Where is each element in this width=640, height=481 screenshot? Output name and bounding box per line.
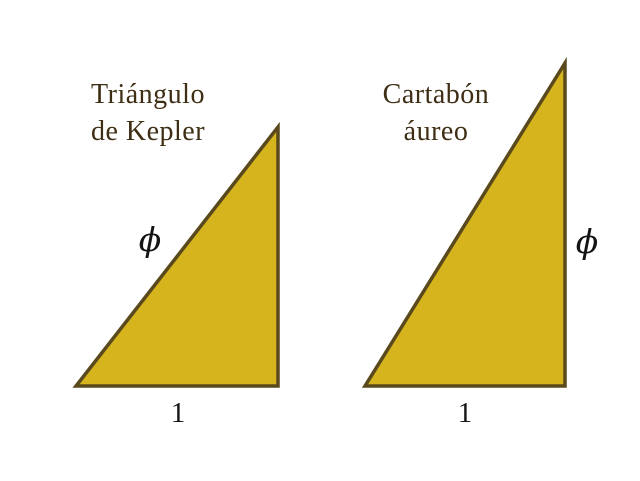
kepler-title-line1: Triángulo [91,79,205,110]
gnomon-vertical-side-label: ϕ [575,222,599,261]
gnomon-title-line1: Cartabón [382,79,490,110]
kepler-title-line2: de Kepler [90,116,206,147]
gnomon-title-line2: áureo [403,116,469,147]
gnomon-base-label: 1 [457,397,473,429]
kepler-hypotenuse-label: ϕ [138,220,162,259]
golden-gnomon-triangle-shape [361,56,567,388]
gnomon-title: Cartabón áureo [336,76,536,150]
kepler-title: Triángulo de Kepler [48,76,248,150]
kepler-base-label: 1 [170,397,186,429]
kepler-triangle-shape [72,121,280,388]
